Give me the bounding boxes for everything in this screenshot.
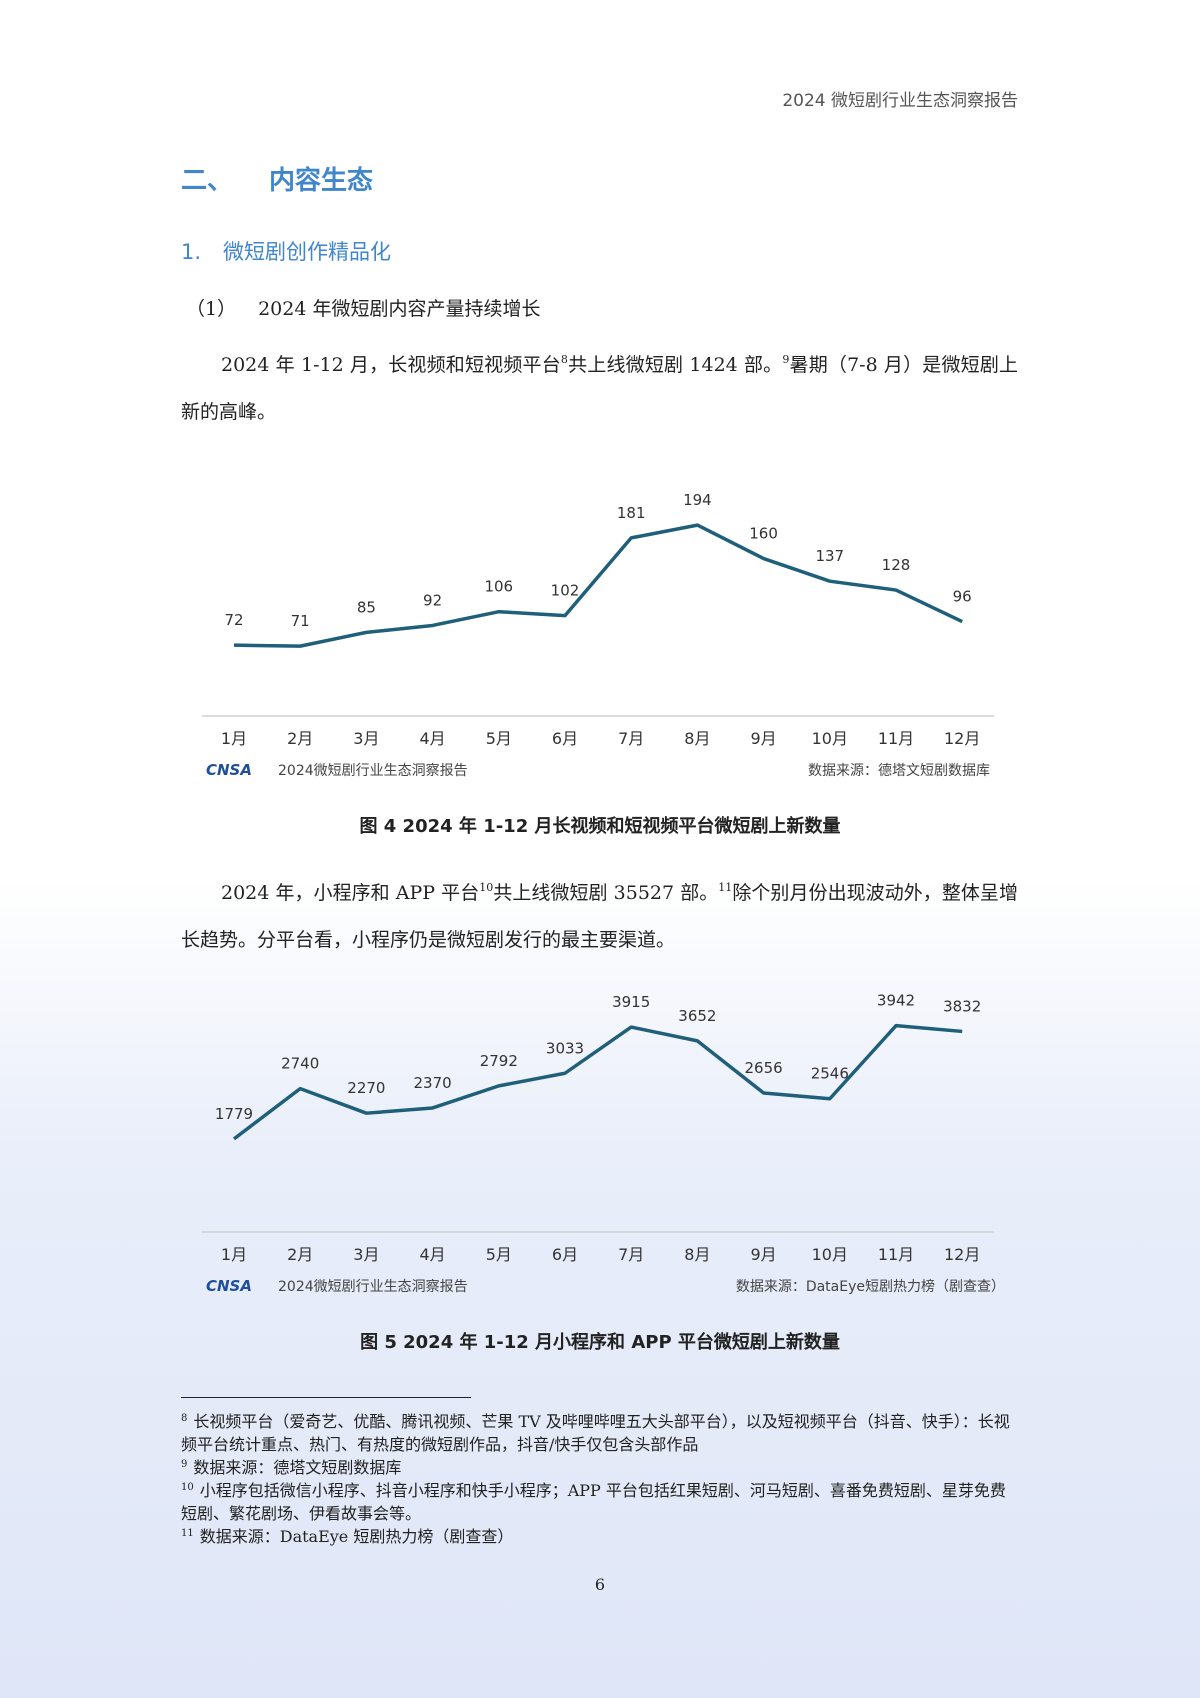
subsubheading-number: （1）: [186, 298, 237, 320]
footnote: 10 小程序包括微信小程序、抖音小程序和快手小程序；APP 平台包括红果短剧、河马…: [181, 1479, 1011, 1525]
x-tick-label: 4月: [420, 1245, 446, 1264]
subsubheading: （1） 2024 年微短剧内容产量持续增长: [186, 294, 541, 321]
data-label: 85: [357, 598, 376, 616]
footnote-ref: 11: [718, 881, 733, 894]
data-label: 2792: [480, 1052, 518, 1070]
text: 暑期（7-8 月）是微短剧上新的高峰。: [181, 354, 1019, 423]
footnote-ref: 10: [479, 881, 494, 894]
paragraph: 2024 年 1-12 月，长视频和短视频平台8共上线微短剧 1424 部。9暑…: [181, 342, 1018, 436]
data-label: 3652: [678, 1007, 716, 1025]
source: 数据来源：DataEye短剧热力榜（剧查查）: [736, 1278, 1005, 1295]
footnote: 11 数据来源：DataEye 短剧热力榜（剧查查）: [181, 1525, 1011, 1548]
data-label: 137: [815, 547, 844, 565]
x-tick-label: 11月: [878, 729, 914, 748]
data-label: 2546: [811, 1065, 849, 1083]
data-label: 3033: [546, 1039, 584, 1057]
x-tick-label: 1月: [221, 1245, 247, 1264]
footnote-text: 小程序包括微信小程序、抖音小程序和快手小程序；APP 平台包括红果短剧、河马短剧…: [181, 1481, 1006, 1523]
text: 除个别月份出现波动外，整体呈增长趋势。分平台看，小程序仍是微短剧发行的最主要渠道…: [181, 882, 1018, 951]
source: 数据来源：德塔文短剧数据库: [808, 763, 990, 779]
data-label: 128: [882, 556, 911, 574]
data-line: [233, 523, 963, 648]
data-label: 2656: [745, 1059, 783, 1077]
x-tick-label: 7月: [618, 1245, 644, 1264]
footnote-ref: 9: [782, 353, 790, 366]
text: 共上线微短剧 1424 部。: [567, 354, 783, 376]
brand: 2024微短剧行业生态洞察报告: [278, 1278, 468, 1295]
footnote-number: 10: [181, 1482, 194, 1493]
heading-number: 二、: [181, 166, 234, 196]
footnote-text: 长视频平台（爱奇艺、优酷、腾讯视频、芒果 TV 及哔哩哔哩五大头部平台），以及短…: [181, 1412, 1010, 1454]
x-tick-label: 5月: [486, 729, 512, 748]
logo: CNSA: [206, 1277, 252, 1295]
data-label: 2740: [281, 1055, 319, 1073]
footnote-number: 8: [181, 1413, 188, 1424]
x-tick-label: 3月: [353, 729, 379, 748]
x-tick-label: 8月: [684, 729, 710, 748]
data-label: 3832: [943, 997, 981, 1015]
logo: CNSA: [206, 761, 252, 779]
data-label: 92: [423, 591, 442, 609]
heading-title: 内容生态: [269, 166, 374, 196]
x-tick-label: 11月: [878, 1245, 914, 1264]
x-tick-label: 7月: [618, 729, 644, 748]
subsubheading-title: 2024 年微短剧内容产量持续增长: [258, 298, 541, 320]
footnote-ref: 8: [560, 353, 568, 366]
data-label: 106: [484, 578, 513, 596]
subheading-number: 1.: [181, 240, 202, 264]
chart: 1月 2月 3月 4月 5月 6月 7月 8月 9月 10月 11月 12月 1779 2740 2270 2…: [202, 992, 1005, 1295]
data-label: 71: [291, 612, 310, 630]
x-tick-label: 5月: [486, 1245, 512, 1264]
footnote: 8 长视频平台（爱奇艺、优酷、腾讯视频、芒果 TV 及哔哩哔哩五大头部平台），以及…: [181, 1410, 1011, 1456]
running-header: 2024 微短剧行业生态洞察报告: [782, 91, 1018, 111]
data-label: 1779: [215, 1105, 253, 1123]
data-label: 72: [224, 611, 243, 629]
footnote: 9 数据来源：德塔文短剧数据库: [181, 1456, 1011, 1479]
data-line: [232, 1023, 963, 1141]
data-label: 96: [953, 588, 972, 606]
text: 共上线微短剧 35527 部。: [493, 882, 719, 904]
figure-caption: 图 4 2024 年 1-12 月长视频和短视频平台微短剧上新数量: [359, 816, 841, 837]
data-label: 2370: [414, 1074, 452, 1092]
subheading-title: 微短剧创作精品化: [223, 240, 392, 264]
brand: 2024微短剧行业生态洞察报告: [278, 762, 468, 779]
x-tick-label: 8月: [684, 1245, 710, 1264]
footnote-number: 11: [181, 1528, 194, 1539]
text: 2024 年 1-12 月，长视频和短视频平台: [221, 354, 561, 376]
x-tick-label: 3月: [353, 1245, 379, 1264]
data-label: 102: [551, 582, 580, 600]
x-tick-label: 10月: [812, 729, 848, 748]
footnotes: 8 长视频平台（爱奇艺、优酷、腾讯视频、芒果 TV 及哔哩哔哩五大头部平台），以及…: [181, 1410, 1011, 1548]
data-label: 2270: [347, 1079, 385, 1097]
x-tick-label: 2月: [287, 1245, 313, 1264]
paragraph: 2024 年，小程序和 APP 平台10共上线微短剧 35527 部。11除个别…: [181, 870, 1018, 964]
x-tick-label: 6月: [552, 1245, 578, 1264]
subheading: 1. 微短剧创作精品化: [181, 236, 391, 266]
data-label: 160: [749, 525, 778, 543]
x-tick-label: 9月: [751, 729, 777, 748]
footnote-text: 数据来源：德塔文短剧数据库: [193, 1458, 402, 1477]
x-tick-label: 4月: [420, 729, 446, 748]
x-tick-label: 12月: [944, 729, 980, 748]
x-tick-label: 6月: [552, 729, 578, 748]
x-tick-label: 12月: [944, 1245, 980, 1264]
x-tick-label: 1月: [221, 729, 247, 748]
section-heading: 二、 内容生态: [181, 160, 373, 197]
data-label: 181: [617, 504, 646, 522]
page-number: 6: [594, 1575, 606, 1594]
chart: 1月 2月 3月 4月 5月 6月 7月 8月 9月 10月 11月 12月 72 71 85 92 106 10…: [202, 491, 994, 779]
data-label: 3942: [877, 992, 915, 1010]
x-tick-label: 2月: [287, 729, 313, 748]
data-label: 194: [683, 491, 712, 509]
figure-caption: 图 5 2024 年 1-12 月小程序和 APP 平台微短剧上新数量: [360, 1332, 840, 1353]
data-label: 3915: [612, 993, 650, 1011]
text: 2024 年，小程序和 APP 平台: [221, 882, 480, 904]
x-tick-label: 10月: [812, 1245, 848, 1264]
footnote-number: 9: [181, 1459, 188, 1470]
x-tick-label: 9月: [751, 1245, 777, 1264]
footnote-rule: [181, 1397, 471, 1398]
footnote-text: 数据来源：DataEye 短剧热力榜（剧查查）: [199, 1527, 514, 1546]
